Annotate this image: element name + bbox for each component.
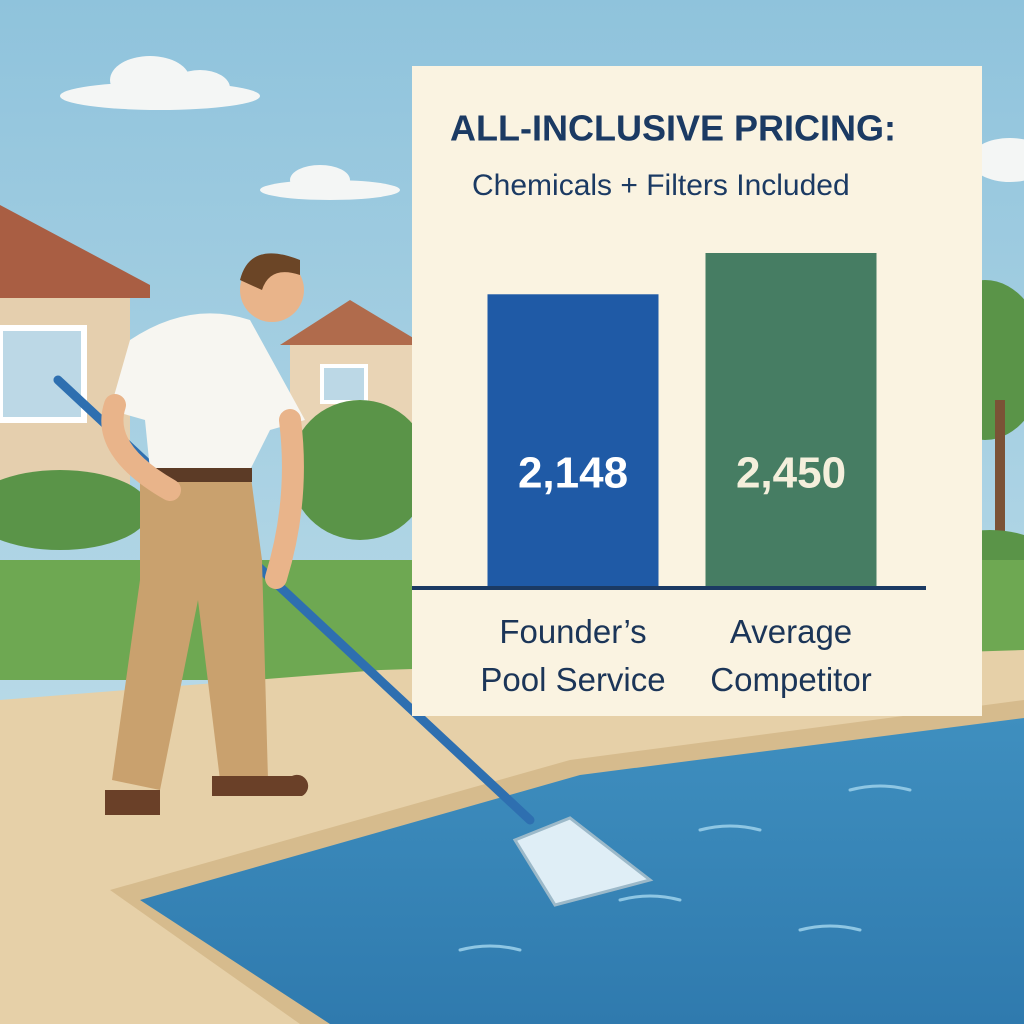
ripples xyxy=(458,784,912,952)
clouds xyxy=(60,56,1024,200)
value-label: 2,148 xyxy=(518,449,628,498)
chart-title: ALL-INCLUSIVE PRICING: xyxy=(450,108,896,149)
bar xyxy=(705,253,877,588)
value-label: 2,450 xyxy=(736,449,846,498)
category-label: Average Competitor xyxy=(710,613,872,698)
category-label: Founder’s Pool Service xyxy=(480,613,666,698)
bar xyxy=(487,294,659,588)
chart-subtitle: Chemicals + Filters Included xyxy=(472,169,850,202)
worker xyxy=(53,253,654,907)
